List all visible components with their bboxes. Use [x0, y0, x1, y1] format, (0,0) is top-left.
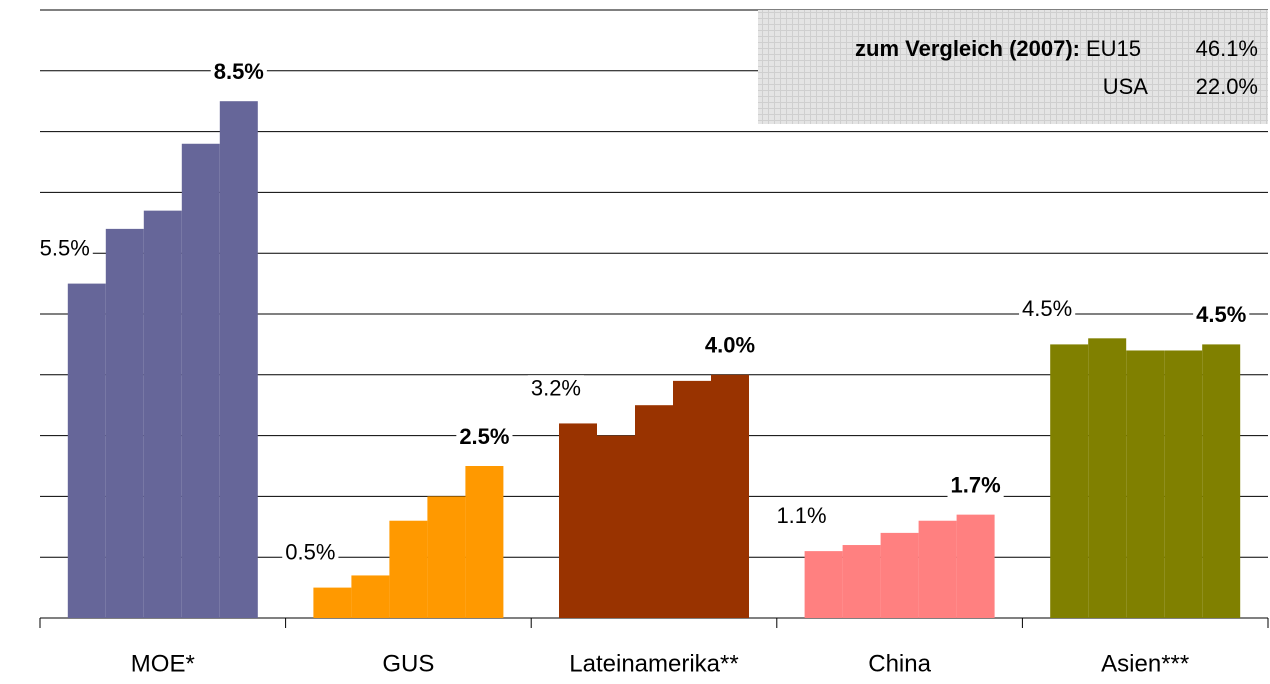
bar — [105, 228, 144, 618]
bar — [351, 575, 390, 618]
bar — [635, 405, 673, 618]
bar — [673, 380, 711, 618]
value-label: 3.2% — [531, 375, 581, 400]
bar — [880, 532, 919, 618]
label-background — [36, 235, 93, 261]
value-label: 1.1% — [776, 503, 826, 528]
label-background — [701, 332, 759, 358]
label-background — [456, 423, 513, 449]
comparison-name: USA — [1103, 74, 1149, 99]
label-background — [773, 502, 830, 528]
value-label: 5.5% — [40, 235, 90, 260]
label-background — [1019, 296, 1076, 322]
label-background — [210, 59, 267, 85]
bar — [711, 374, 749, 618]
bar — [389, 520, 428, 618]
bar — [219, 101, 258, 618]
x-tick-label: Lateinamerika** — [569, 650, 738, 677]
value-label: 2.5% — [459, 424, 509, 449]
bar — [804, 551, 843, 618]
bar — [67, 283, 106, 618]
bars — [67, 101, 1241, 618]
value-label: 4.5% — [1022, 296, 1072, 321]
label-background — [527, 375, 584, 401]
x-tick-label: Asien*** — [1101, 650, 1189, 677]
labels: MOE* 5.5% 8.5% GUS 0.5% 2.5% Lateinamerika** 3.… — [36, 59, 1250, 677]
bar — [181, 143, 220, 618]
value-label: 8.5% — [214, 59, 264, 84]
bar — [842, 545, 881, 618]
bar — [1202, 344, 1241, 618]
value-label: 4.5% — [1196, 302, 1246, 327]
bar — [956, 514, 995, 618]
x-tick-label: MOE* — [131, 650, 195, 677]
bar — [313, 587, 352, 618]
comparison-name: EU15 — [1086, 36, 1141, 61]
value-label: 0.5% — [285, 539, 335, 564]
label-background — [282, 539, 339, 565]
label-background — [947, 472, 1004, 498]
comparison-value: 46.1% — [1196, 36, 1258, 61]
bar — [1164, 350, 1203, 618]
comparison-box — [758, 10, 1268, 124]
bar — [427, 496, 466, 618]
bar — [465, 466, 504, 618]
bar — [143, 210, 182, 618]
bar — [1126, 350, 1165, 618]
label-background — [1193, 302, 1250, 328]
comparison-title: zum Vergleich (2007): — [855, 36, 1080, 61]
bar — [597, 435, 635, 618]
bar — [559, 423, 597, 618]
value-label: 1.7% — [951, 472, 1001, 497]
value-label: 4.0% — [705, 333, 755, 358]
comparison-value: 22.0% — [1196, 74, 1258, 99]
bar — [918, 520, 957, 618]
bar — [1088, 338, 1127, 618]
x-tick-label: China — [868, 650, 931, 677]
bar — [1050, 344, 1089, 618]
x-tick-label: GUS — [382, 650, 434, 677]
